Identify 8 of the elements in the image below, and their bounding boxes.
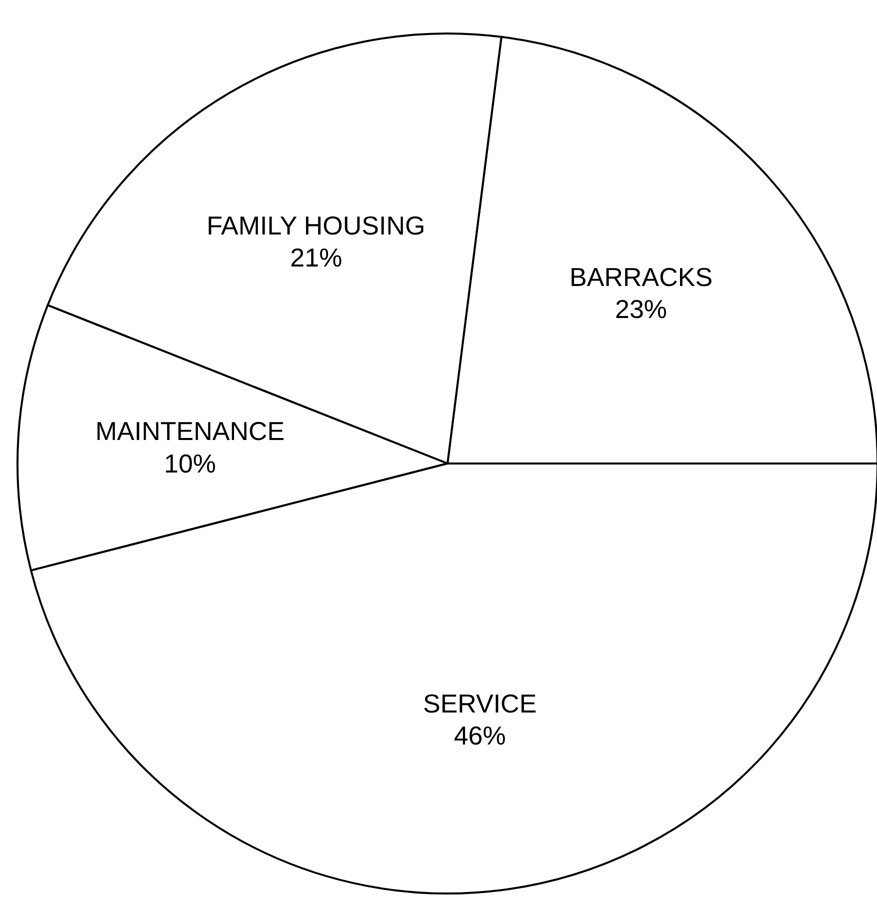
slice-label: MAINTENANCE	[95, 416, 285, 446]
slice-label: BARRACKS	[570, 262, 713, 292]
data-label: 10%	[164, 448, 216, 478]
data-label: 21%	[290, 242, 342, 273]
slice-label: FAMILY HOUSING	[206, 210, 426, 240]
slice-label: SERVICE	[423, 688, 537, 718]
data-label: 46%	[454, 720, 506, 751]
data-label: 23%	[615, 294, 668, 324]
